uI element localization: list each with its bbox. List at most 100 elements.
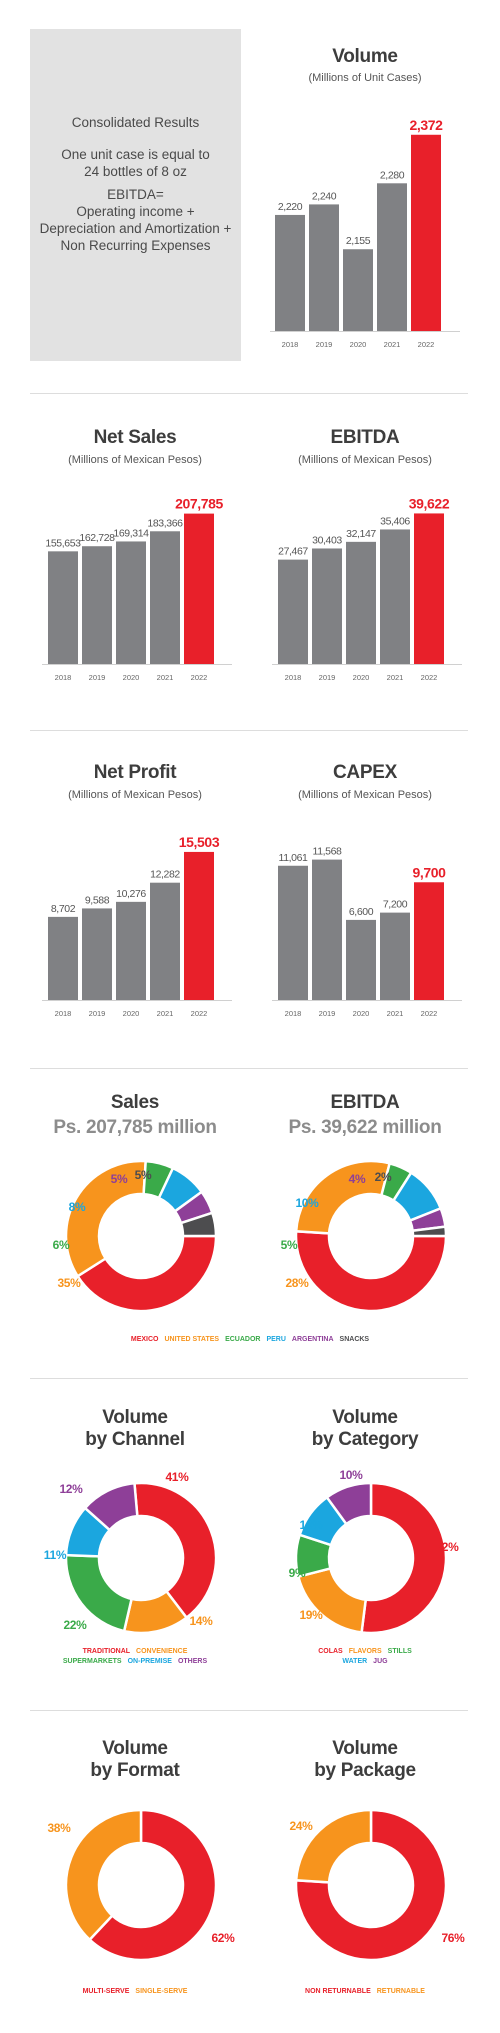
package_donut-slice-label-1: 24% bbox=[289, 1819, 313, 1833]
net-profit-subtitle: (Millions of Mexican Pesos) bbox=[68, 789, 202, 801]
format_donut-slice-label-0: 62% bbox=[211, 1931, 235, 1945]
separator-3 bbox=[30, 1068, 468, 1069]
volume-value-label-2021: 2,280 bbox=[380, 169, 405, 181]
ebitda_bar-value-label-2021: 35,406 bbox=[380, 515, 410, 527]
category_donut-slice-label-2: 9% bbox=[289, 1566, 306, 1580]
net_profit-bar-2020 bbox=[116, 901, 146, 1000]
category-legend-item: JUG bbox=[373, 1658, 388, 1665]
sales-legend-item: SNACKS bbox=[339, 1336, 370, 1343]
ebitda_bar-value-label-2020: 32,147 bbox=[346, 528, 376, 540]
net_sales-bar-2021 bbox=[150, 531, 180, 664]
info-line-unit-case: One unit case is equal to 24 bottles of … bbox=[61, 147, 210, 179]
category_donut-slice-4 bbox=[325, 1481, 373, 1526]
net_profit-value-label-2018: 8,702 bbox=[51, 903, 76, 915]
package-legend-row: NON RETURNABLE RETURNABLE bbox=[270, 1987, 460, 1997]
sales-legend-item: UNITED STATES bbox=[164, 1336, 220, 1343]
capex-bar-2019 bbox=[312, 859, 342, 1000]
sales_donut-slice-label-4: 5% bbox=[111, 1172, 128, 1186]
format-donut-legend: MULTI-SERVE SINGLE-SERVE bbox=[40, 1987, 230, 1997]
capex-title: CAPEX bbox=[333, 762, 397, 783]
ebitda_bar-value-label-2019: 30,403 bbox=[312, 534, 342, 546]
category-legend-item: COLAS bbox=[318, 1648, 343, 1655]
channel-legend-row: SUPERMARKETS ON-PREMISE OTHERS bbox=[40, 1657, 230, 1667]
channel_donut-slice-0 bbox=[133, 1481, 218, 1620]
net_profit-bar-2018 bbox=[48, 916, 78, 1000]
channel_donut-slice-label-1: 14% bbox=[189, 1614, 213, 1628]
channel-legend-row: TRADITIONAL CONVENIENCE bbox=[40, 1647, 230, 1657]
category_donut-slice-label-1: 19% bbox=[299, 1608, 323, 1622]
volume-title: Volume bbox=[332, 46, 398, 67]
net_profit-x-tick-2022: 2022 bbox=[191, 1009, 208, 1018]
separator-2 bbox=[30, 730, 468, 731]
capex-x-tick-2018: 2018 bbox=[285, 1009, 302, 1018]
volume-x-tick-2021: 2021 bbox=[384, 340, 401, 349]
ebitda_donut-slice-1 bbox=[294, 1159, 392, 1235]
net_profit-bar-2022 bbox=[184, 851, 214, 1000]
sales-legend-item: ECUADOR bbox=[225, 1336, 261, 1343]
ebitda_bar-value-label-2022: 39,622 bbox=[409, 495, 450, 511]
net_profit-x-tick-2018: 2018 bbox=[55, 1009, 72, 1018]
volume-value-label-2020: 2,155 bbox=[346, 235, 371, 247]
sales-legend-item: PERU bbox=[266, 1336, 286, 1343]
capex-x-tick-2019: 2019 bbox=[319, 1009, 336, 1018]
ebitda-bar-subtitle: (Millions of Mexican Pesos) bbox=[298, 454, 432, 466]
capex-value-label-2018: 11,061 bbox=[279, 852, 308, 864]
category-legend-item: FLAVORS bbox=[348, 1648, 382, 1655]
sales_donut-slice-5 bbox=[179, 1211, 218, 1238]
package_donut-slice-0 bbox=[294, 1808, 448, 1962]
package_donut-slice-label-0: 76% bbox=[441, 1931, 465, 1945]
capex-bar-2021 bbox=[380, 912, 410, 1000]
channel-donut-legend: TRADITIONAL CONVENIENCE SUPERMARKETS ON-PRE… bbox=[40, 1647, 230, 1667]
ebitda_bar-bar-2018 bbox=[278, 559, 308, 664]
volume-bar-2019 bbox=[309, 204, 339, 331]
channel-legend-item: CONVENIENCE bbox=[136, 1648, 188, 1655]
ebitda-donut-subtitle: Ps. 39,622 million bbox=[288, 1117, 442, 1138]
channel-legend-item: TRADITIONAL bbox=[82, 1648, 131, 1655]
net_sales-value-label-2020: 169,314 bbox=[113, 527, 149, 539]
capex-value-label-2019: 11,568 bbox=[313, 846, 342, 858]
capex-x-tick-2022: 2022 bbox=[421, 1009, 438, 1018]
channel-donut-title: Volume by Channel bbox=[85, 1407, 185, 1450]
category-donut-legend: COLAS FLAVORS STILLS WATER JUG bbox=[270, 1647, 460, 1667]
net_profit-x-tick-2020: 2020 bbox=[123, 1009, 140, 1018]
category_donut-slice-label-3: 10% bbox=[299, 1518, 323, 1532]
volume-x-tick-2019: 2019 bbox=[316, 340, 333, 349]
format-donut-title: Volume by Format bbox=[90, 1738, 180, 1781]
package_donut-slice-1 bbox=[294, 1808, 373, 1884]
ebitda-bar-title: EBITDA bbox=[330, 427, 400, 448]
package-legend-item: RETURNABLE bbox=[376, 1988, 425, 1995]
net-sales-subtitle: (Millions of Mexican Pesos) bbox=[68, 454, 202, 466]
ebitda_bar-x-tick-2020: 2020 bbox=[353, 673, 370, 682]
channel_donut-slice-label-2: 22% bbox=[63, 1618, 87, 1632]
capex-subtitle: (Millions of Mexican Pesos) bbox=[298, 789, 432, 801]
ebitda_bar-bar-2021 bbox=[380, 529, 410, 664]
ebitda_donut-slice-0 bbox=[294, 1229, 448, 1313]
net_sales-bar-2018 bbox=[48, 551, 78, 664]
sales-donut-title: Sales bbox=[110, 1092, 160, 1113]
format-legend-item: SINGLE-SERVE bbox=[135, 1988, 188, 1995]
ebitda_bar-value-label-2018: 27,467 bbox=[278, 546, 308, 558]
info-box: Consolidated Results One unit case is eq… bbox=[30, 29, 241, 361]
separator-4 bbox=[30, 1378, 468, 1379]
format-legend-item: MULTI-SERVE bbox=[82, 1988, 130, 1995]
info-line-consolidated: Consolidated Results bbox=[71, 115, 200, 130]
category-legend-item: STILLS bbox=[387, 1648, 412, 1655]
net_sales-x-tick-2020: 2020 bbox=[123, 673, 140, 682]
sales-donut-subtitle: Ps. 207,785 million bbox=[53, 1117, 217, 1138]
net_sales-value-label-2019: 162,728 bbox=[79, 532, 115, 544]
volume-subtitle: (Millions of Unit Cases) bbox=[308, 72, 422, 84]
net_sales-x-tick-2018: 2018 bbox=[55, 673, 72, 682]
channel-legend-item: ON-PREMISE bbox=[127, 1658, 172, 1665]
net_profit-value-label-2021: 12,282 bbox=[150, 869, 180, 881]
ebitda_bar-x-tick-2021: 2021 bbox=[387, 673, 404, 682]
category-donut-title: Volume by Category bbox=[311, 1407, 419, 1450]
ebitda-donut-title: EBITDA bbox=[330, 1092, 400, 1113]
volume-bar-2020 bbox=[343, 249, 373, 331]
ebitda_donut-slice-label-4: 4% bbox=[349, 1172, 366, 1186]
net_profit-value-label-2022: 15,503 bbox=[179, 834, 220, 850]
net_profit-x-tick-2021: 2021 bbox=[157, 1009, 174, 1018]
sales_donut-slice-0 bbox=[75, 1234, 218, 1313]
volume-bar-2018 bbox=[275, 214, 305, 331]
net_sales-bar-2019 bbox=[82, 546, 112, 664]
